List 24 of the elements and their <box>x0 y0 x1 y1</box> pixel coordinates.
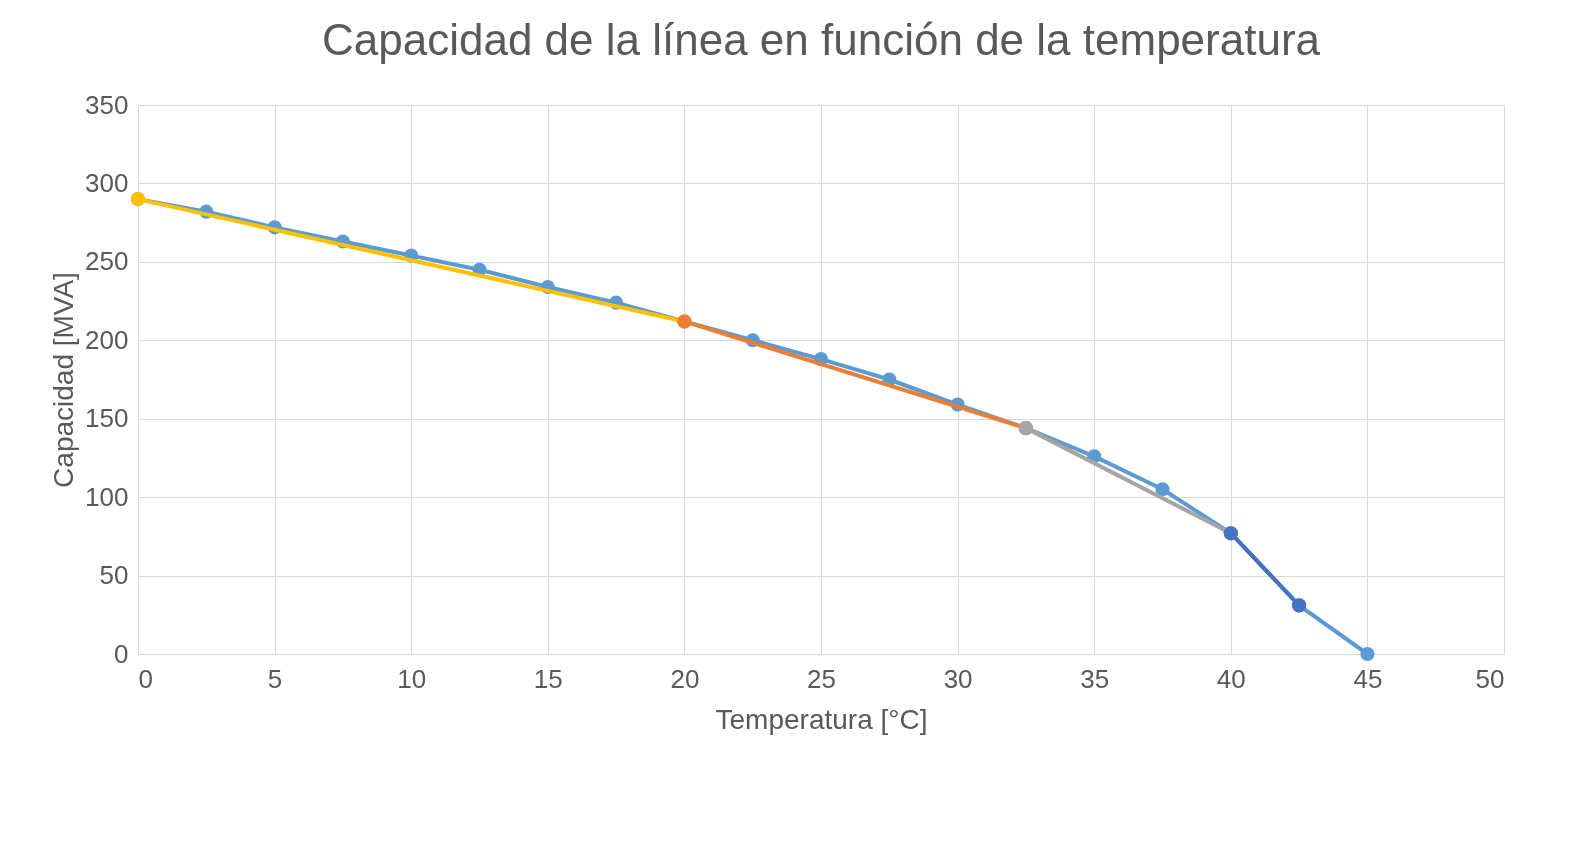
x-tick-label: 40 <box>1216 663 1246 694</box>
x-tick-label: 35 <box>1080 663 1110 694</box>
y-tick-label: 300 <box>85 167 129 198</box>
x-tick-label: 20 <box>670 663 700 694</box>
x-tick-label: 30 <box>943 663 973 694</box>
x-tick-label: 15 <box>533 663 563 694</box>
x-tick-label: 5 <box>267 663 283 694</box>
y-tick-label: 250 <box>85 246 129 277</box>
x-tick-label: 10 <box>397 663 427 694</box>
y-tick-label: 0 <box>114 638 129 669</box>
y-tick-label: 350 <box>85 89 129 120</box>
x-tick-label: 0 <box>138 663 153 694</box>
x-tick-label: 25 <box>807 663 836 694</box>
point <box>1360 646 1375 662</box>
x-tick-label: 45 <box>1353 663 1383 694</box>
y-tick-label: 50 <box>99 560 129 591</box>
point <box>1155 482 1170 497</box>
x-tick-label: 50 <box>1475 663 1505 694</box>
x-axis-title: Temperatura [°C] <box>715 703 928 735</box>
y-tick-label: 150 <box>85 403 129 434</box>
y-tick-label: 200 <box>85 324 129 355</box>
y-tick-label: 100 <box>85 481 129 512</box>
chart-title: Capacidad de la línea en función de la temperatura <box>321 15 1321 64</box>
y-axis-title: Capacidad [MVA] <box>48 272 80 488</box>
